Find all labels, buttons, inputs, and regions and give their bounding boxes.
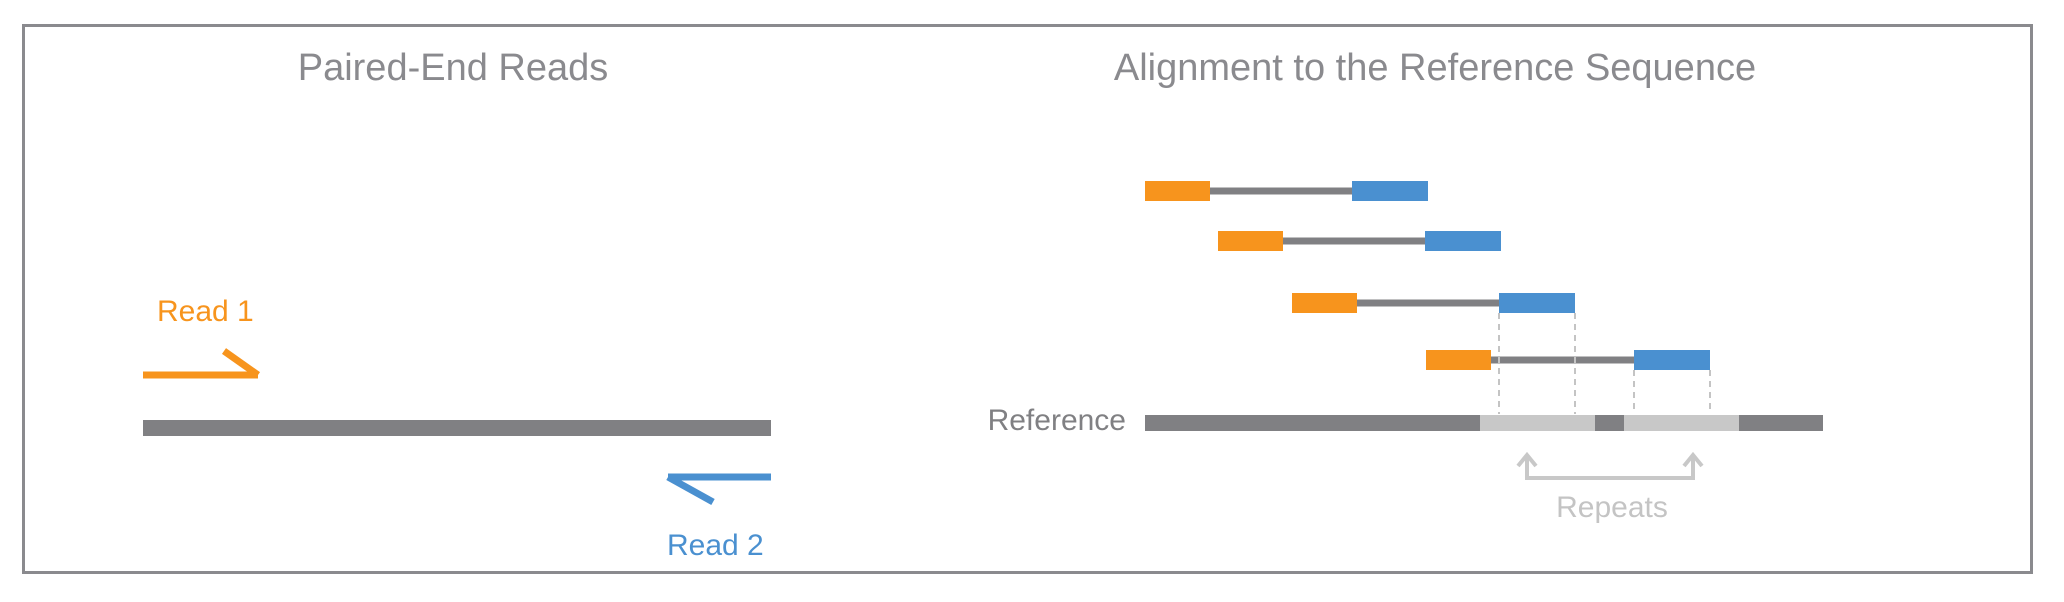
- repeats-bracket: [1516, 451, 1704, 480]
- read2-label: Read 2: [667, 529, 764, 562]
- read-pair-2: [1218, 231, 1501, 251]
- repeat-region-1: [1480, 415, 1595, 431]
- read2-segment: [1352, 181, 1428, 201]
- left-panel-title: Paired-End Reads: [298, 47, 609, 89]
- read-pair-4: [1426, 350, 1710, 370]
- read2-arrow: [666, 473, 771, 506]
- read2-segment: [1425, 231, 1501, 251]
- right-panel-title: Alignment to the Reference Sequence: [1114, 47, 1756, 89]
- repeats-label: Repeats: [1556, 491, 1668, 524]
- read1-arrow: [143, 348, 261, 379]
- read1-segment: [1292, 293, 1357, 313]
- repeat-region-2: [1624, 415, 1739, 431]
- read2-segment: [1634, 350, 1710, 370]
- diagram-frame: [22, 24, 2033, 574]
- read1-segment: [1426, 350, 1491, 370]
- fragment-bar: [143, 420, 771, 436]
- read1-label: Read 1: [157, 295, 254, 328]
- read2-segment: [1499, 293, 1575, 313]
- reference-label: Reference: [988, 404, 1126, 437]
- read-pair-1: [1145, 181, 1428, 201]
- repeat-guide-lines: [1498, 313, 1711, 414]
- read-pair-3: [1292, 293, 1575, 313]
- read1-segment: [1218, 231, 1283, 251]
- read1-segment: [1145, 181, 1210, 201]
